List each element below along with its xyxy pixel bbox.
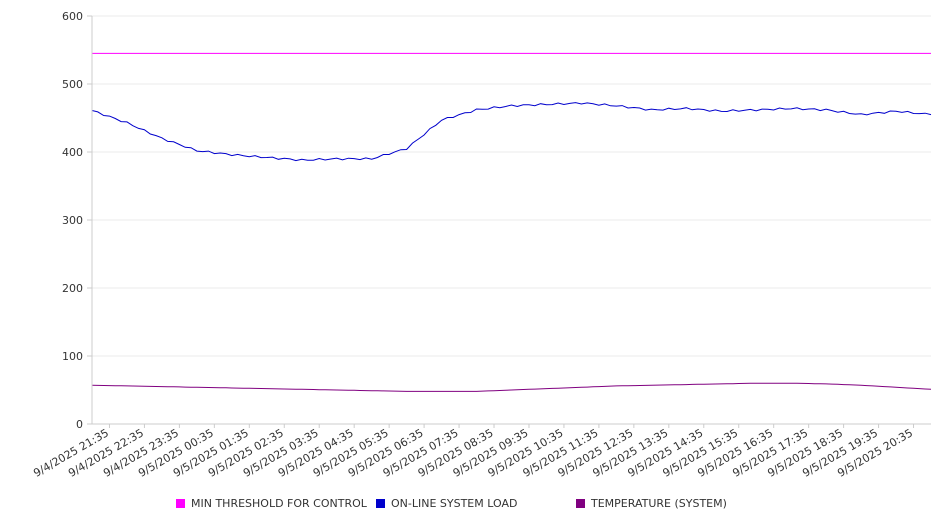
y-tick-label: 200	[62, 282, 83, 295]
legend: MIN THRESHOLD FOR CONTROL ON-LINE SYSTEM…	[0, 497, 946, 515]
legend-swatch	[376, 499, 385, 508]
series-line	[91, 102, 932, 162]
axes	[91, 16, 931, 425]
y-tick-label: 400	[62, 146, 83, 159]
legend-label: ON-LINE SYSTEM LOAD	[391, 497, 518, 510]
y-axis-ticks: 0 100 200 300 400 500 600	[62, 10, 92, 431]
legend-label: MIN THRESHOLD FOR CONTROL	[191, 497, 367, 510]
series-line	[91, 382, 932, 392]
y-tick-label: 100	[62, 350, 83, 363]
x-axis-ticks: 9/4/2025 21:359/4/2025 22:359/4/2025 23:…	[31, 424, 915, 480]
legend-swatch	[176, 499, 185, 508]
y-tick-label: 600	[62, 10, 83, 23]
legend-swatch	[576, 499, 585, 508]
y-tick-label: 500	[62, 78, 83, 91]
legend-item: MIN THRESHOLD FOR CONTROL	[176, 497, 367, 510]
y-tick-label: 0	[76, 418, 83, 431]
legend-item: ON-LINE SYSTEM LOAD	[376, 497, 517, 510]
legend-label: TEMPERATURE (SYSTEM)	[591, 497, 727, 510]
legend-item: TEMPERATURE (SYSTEM)	[576, 497, 727, 510]
series-lines	[91, 52, 932, 392]
gridlines	[92, 15, 931, 357]
y-tick-label: 300	[62, 214, 83, 227]
